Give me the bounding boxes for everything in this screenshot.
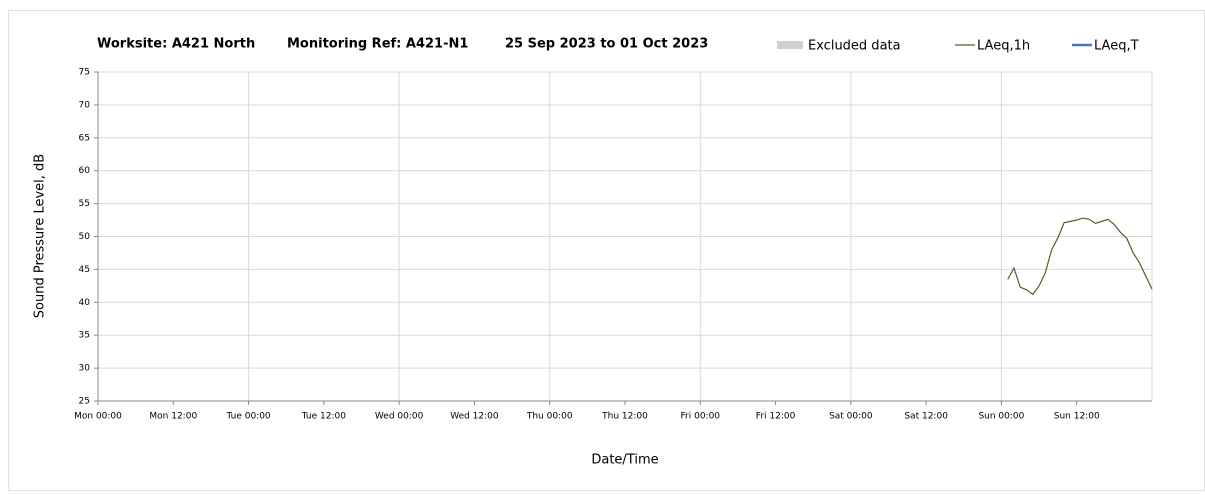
x-tick-label: Tue 12:00	[301, 412, 346, 422]
title-worksite: Worksite: A421 North	[97, 37, 255, 52]
title-ref: Monitoring Ref: A421-N1	[287, 37, 468, 52]
y-tick-label: 40	[79, 298, 91, 308]
legend-label: Excluded data	[808, 39, 901, 54]
legend-label: LAeq,1h	[977, 39, 1030, 54]
y-tick-label: 60	[79, 166, 91, 176]
x-tick-label: Sat 00:00	[829, 412, 873, 422]
x-tick-label: Sun 12:00	[1054, 412, 1100, 422]
y-tick-label: 55	[79, 199, 90, 209]
legend-swatch	[777, 41, 803, 49]
x-tick-label: Mon 12:00	[149, 412, 197, 422]
x-axis-label: Date/Time	[591, 453, 658, 468]
y-tick-label: 65	[79, 133, 90, 143]
x-tick-label: Mon 00:00	[74, 412, 122, 422]
x-tick-label: Fri 12:00	[756, 412, 796, 422]
y-tick-label: 25	[79, 397, 90, 407]
series-line	[1007, 217, 1153, 296]
x-tick-label: Wed 12:00	[450, 412, 499, 422]
y-tick-label: 70	[79, 100, 91, 110]
x-tick-label: Sat 12:00	[904, 412, 948, 422]
x-tick-label: Sun 00:00	[978, 412, 1024, 422]
title-dates: 25 Sep 2023 to 01 Oct 2023	[505, 37, 708, 52]
x-tick-label: Wed 00:00	[375, 412, 424, 422]
x-tick-label: Thu 12:00	[601, 412, 648, 422]
y-tick-label: 35	[79, 331, 90, 341]
x-tick-label: Thu 00:00	[526, 412, 573, 422]
y-axis-label: Sound Pressure Level, dB	[33, 154, 48, 318]
y-tick-label: 50	[79, 232, 91, 242]
legend-label: LAeq,T	[1094, 39, 1139, 54]
x-tick-label: Fri 00:00	[681, 412, 721, 422]
y-tick-label: 45	[79, 265, 90, 275]
y-tick-label: 75	[79, 68, 90, 78]
x-tick-label: Tue 00:00	[225, 412, 270, 422]
y-tick-label: 30	[79, 364, 91, 374]
